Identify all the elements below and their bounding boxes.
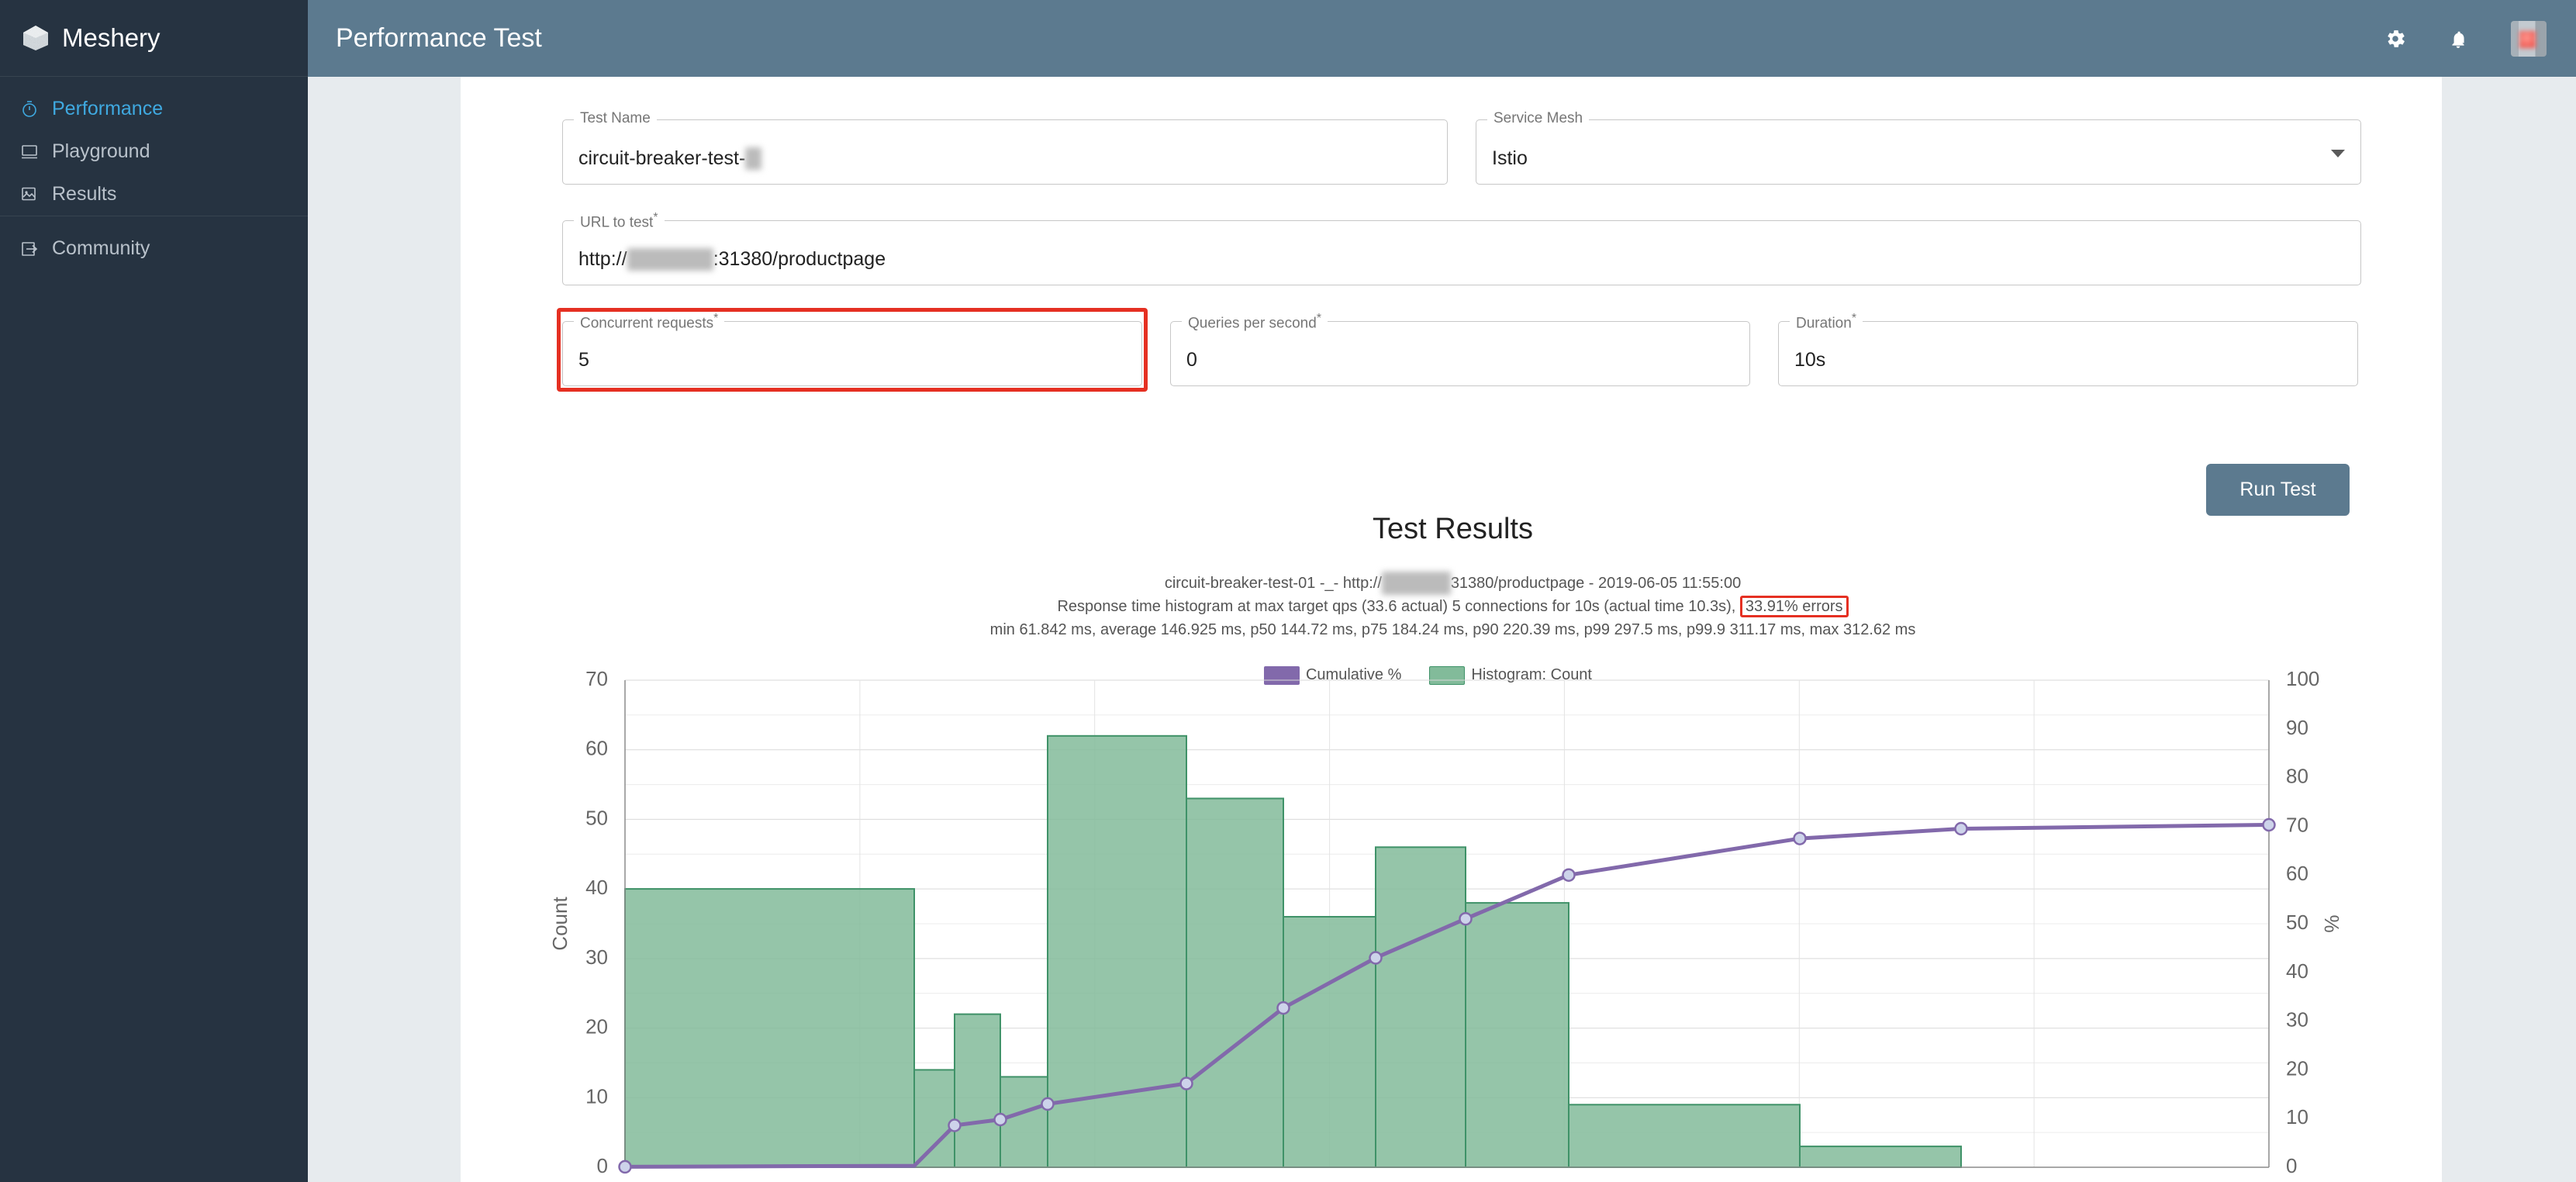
svg-text:10: 10 — [2286, 1105, 2308, 1128]
svg-text:0: 0 — [2286, 1154, 2297, 1177]
svg-text:30: 30 — [2286, 1008, 2308, 1032]
svg-text:0: 0 — [597, 1154, 608, 1177]
svg-text:60: 60 — [585, 737, 608, 760]
svg-text:50: 50 — [585, 806, 608, 829]
svg-text:60: 60 — [2286, 862, 2308, 885]
svg-text:40: 40 — [2286, 959, 2308, 983]
svg-text:80: 80 — [2286, 765, 2308, 788]
svg-text:Count: Count — [548, 897, 571, 951]
svg-text:20: 20 — [2286, 1056, 2308, 1080]
svg-text:70: 70 — [2286, 813, 2308, 836]
svg-text:40: 40 — [585, 876, 608, 899]
svg-text:50: 50 — [2286, 911, 2308, 934]
svg-text:70: 70 — [585, 667, 608, 690]
svg-text:10: 10 — [585, 1084, 608, 1108]
svg-text:%: % — [2320, 914, 2343, 932]
svg-text:100: 100 — [2286, 667, 2319, 690]
svg-text:90: 90 — [2286, 716, 2308, 739]
svg-text:30: 30 — [585, 945, 608, 969]
svg-text:20: 20 — [585, 1015, 608, 1039]
